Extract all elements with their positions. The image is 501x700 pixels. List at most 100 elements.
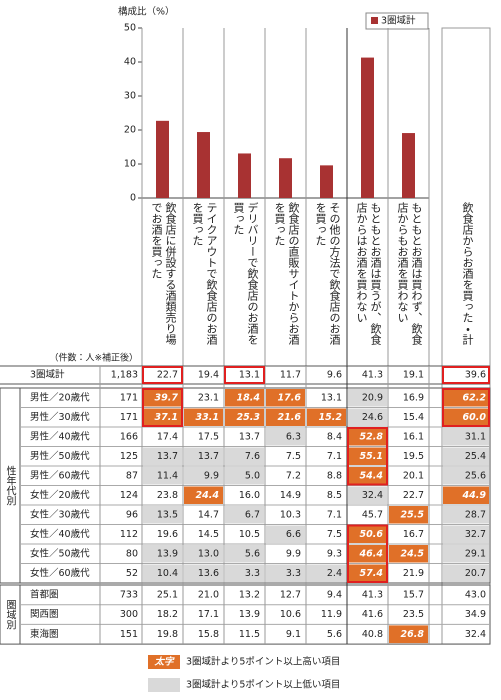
cell-value: 13.1: [321, 392, 342, 403]
highlight-high: [225, 389, 264, 407]
row-count: 80: [126, 548, 138, 559]
cell-value: 11.5: [239, 629, 260, 640]
highlight-high: [443, 389, 489, 407]
row-count: 151: [120, 629, 138, 640]
cell-value: 23.8: [157, 490, 178, 501]
cell-value: 41.3: [362, 370, 383, 381]
row-label: 東海圏: [30, 628, 59, 640]
cell-value: 16.1: [403, 431, 424, 442]
cell-value: 9.9: [204, 470, 219, 481]
cell-value: 23.5: [403, 609, 424, 620]
cell-value: 24.4: [196, 490, 220, 501]
highlight-low: [266, 564, 305, 582]
highlight-high: [389, 625, 428, 644]
cell-value: 9.6: [327, 370, 342, 381]
row-label: 女性／20歳代: [30, 489, 90, 501]
highlight-high: [389, 545, 428, 563]
highlight-low: [225, 564, 264, 582]
highlight-low: [443, 447, 489, 465]
cell-value: 10.5: [239, 529, 260, 540]
cell-value: 16.0: [239, 490, 260, 501]
cell-value: 18.2: [157, 609, 178, 620]
highlight-low: [184, 545, 223, 563]
cell-value: 11.4: [157, 470, 178, 481]
cell-value: 7.5: [286, 451, 301, 462]
cell-value: 21.6: [278, 412, 302, 423]
highlight-high: [143, 389, 182, 407]
cell-value: 15.7: [403, 589, 424, 600]
bar: [279, 158, 292, 198]
bar: [402, 133, 415, 198]
cell-value: 13.5: [157, 509, 178, 520]
cell-value: 10.4: [157, 568, 178, 579]
cell-value: 16.9: [403, 392, 424, 403]
group-box: [0, 584, 491, 645]
category-label: デリバリーで飲食店のお酒を買った: [232, 202, 259, 345]
legend-high-label: 3圏域計より5ポイント以上高い項目: [186, 656, 340, 668]
cell-value: 17.1: [198, 609, 219, 620]
highlight-low: [443, 564, 489, 582]
cell-value: 50.6: [360, 529, 384, 540]
cell-value: 45.7: [362, 509, 383, 520]
cell-value: 41.3: [362, 589, 383, 600]
row-label: 3圏域計: [30, 369, 65, 381]
cell-value: 7.1: [327, 509, 342, 520]
cell-value: 6.3: [286, 431, 301, 442]
cell-value: 3.3: [245, 568, 260, 579]
row-label: 女性／30歳代: [30, 508, 90, 520]
category-label: その他の方法で飲食店のお酒を買った: [314, 202, 341, 345]
row-label: 女性／50歳代: [30, 547, 90, 559]
cell-value: 9.1: [286, 629, 301, 640]
bar: [320, 165, 333, 198]
highlight-low: [348, 408, 387, 426]
highlight-low: [225, 506, 264, 524]
cell-value: 60.0: [463, 412, 487, 423]
highlight-high: [225, 408, 264, 426]
row-count: 166: [120, 431, 138, 442]
row-count: 1,183: [111, 370, 138, 381]
cell-value: 22.7: [157, 370, 178, 381]
row-label: 男性／30歳代: [30, 411, 90, 423]
cell-value: 6.7: [245, 509, 260, 520]
y-tick-label: 10: [124, 159, 136, 170]
cell-value: 52.8: [360, 431, 384, 442]
cell-value: 24.5: [401, 548, 425, 559]
cell-value: 13.9: [157, 548, 178, 559]
cell-value: 19.6: [157, 529, 178, 540]
category-label: 飲食店からお酒を買った・計: [461, 202, 474, 345]
highlight-high: [348, 428, 387, 446]
row-label: 女性／40歳代: [30, 528, 90, 540]
cell-value: 39.6: [465, 370, 486, 381]
count-header: （件数：人※補正後）: [49, 352, 138, 364]
cell-value: 8.8: [327, 470, 342, 481]
highlight-low: [143, 506, 182, 524]
cell-value: 43.0: [465, 589, 486, 600]
highlight-low: [348, 389, 387, 407]
cell-value: 21.9: [403, 568, 424, 579]
cell-value: 15.8: [198, 629, 219, 640]
row-label: 女性／60歳代: [30, 567, 90, 579]
emphasis-box: [442, 366, 490, 384]
cell-value: 13.7: [157, 451, 178, 462]
cell-value: 24.6: [362, 412, 383, 423]
cell-value: 19.8: [157, 629, 178, 640]
cell-value: 17.4: [157, 431, 178, 442]
cell-value: 28.7: [465, 509, 486, 520]
cell-value: 9.9: [286, 548, 301, 559]
cell-value: 18.4: [237, 392, 261, 403]
highlight-low: [443, 525, 489, 543]
group-label: 性年代別: [4, 464, 16, 506]
emphasis-box: [224, 366, 265, 384]
cell-value: 7.2: [286, 470, 301, 481]
bar: [238, 153, 251, 198]
legend-label: 3圏域計: [381, 15, 416, 27]
highlight-high: [348, 447, 387, 465]
row-label: 男性／40歳代: [30, 430, 90, 442]
highlight-low: [443, 545, 489, 563]
category-label: もともとお酒は買うが、飲食店からはお酒を買わない: [355, 202, 382, 345]
group-label: 圏域別: [4, 599, 16, 630]
cell-value: 13.0: [198, 548, 219, 559]
cell-value: 41.6: [362, 609, 383, 620]
cell-value: 62.2: [463, 392, 487, 403]
